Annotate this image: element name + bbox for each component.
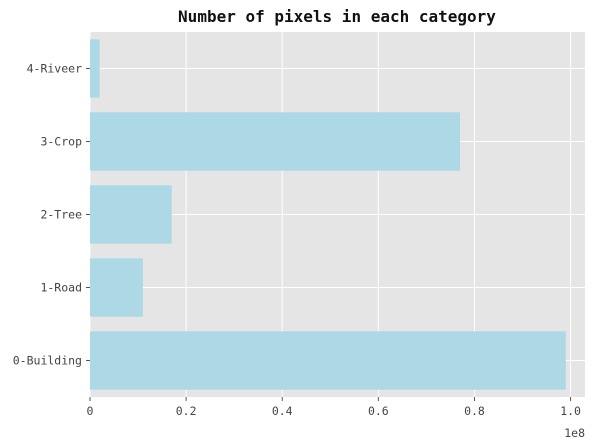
- y-tick-label: 1-Road: [40, 281, 82, 295]
- x-axis-offset-label: 1e8: [564, 426, 585, 440]
- bar-1-road: [90, 258, 143, 317]
- bar-0-building: [90, 331, 566, 390]
- x-axis-ticks: 0 0.2 0.4 0.6 0.8 1.0: [87, 397, 581, 418]
- bar-3-crop: [90, 112, 461, 171]
- y-tick-label: 2-Tree: [40, 208, 82, 222]
- x-tick-label: 0.2: [176, 404, 197, 418]
- x-tick-label: 0: [87, 404, 94, 418]
- bar-4-riveer: [90, 39, 100, 98]
- bars: [90, 39, 566, 390]
- bar-2-tree: [90, 185, 172, 244]
- chart-title: Number of pixels in each category: [178, 7, 496, 26]
- x-tick-label: 0.8: [464, 404, 485, 418]
- y-tick-label: 3-Crop: [40, 135, 82, 149]
- x-tick-label: 0.4: [272, 404, 293, 418]
- x-tick-label: 1.0: [560, 404, 581, 418]
- y-tick-label: 4-Riveer: [27, 62, 82, 76]
- x-tick-label: 0.6: [368, 404, 389, 418]
- y-tick-label: 0-Building: [13, 354, 82, 368]
- y-axis-ticks: 0-Building 1-Road 2-Tree 3-Crop 4-Riveer: [13, 62, 90, 368]
